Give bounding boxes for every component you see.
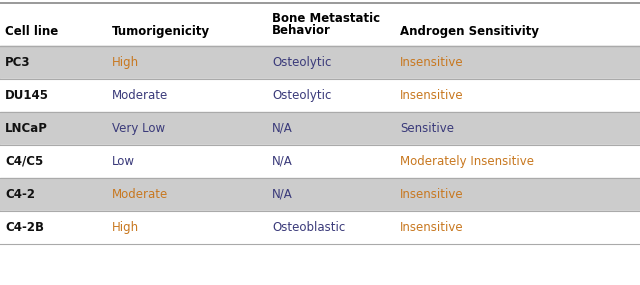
Text: Cell line: Cell line	[5, 25, 58, 38]
Text: Tumorigenicity: Tumorigenicity	[112, 25, 210, 38]
Text: DU145: DU145	[5, 89, 49, 102]
Bar	[0, 112, 640, 145]
Text: Moderate: Moderate	[112, 89, 168, 102]
Text: High: High	[112, 56, 139, 69]
Text: Osteolytic: Osteolytic	[272, 56, 332, 69]
Bar	[0, 79, 640, 112]
Text: Insensitive: Insensitive	[400, 221, 463, 234]
Bar	[0, 3, 640, 46]
Text: LNCaP: LNCaP	[5, 122, 48, 135]
Text: Moderate: Moderate	[112, 188, 168, 201]
Text: Insensitive: Insensitive	[400, 89, 463, 102]
Text: Very Low: Very Low	[112, 122, 165, 135]
Text: Sensitive: Sensitive	[400, 122, 454, 135]
Text: Androgen Sensitivity: Androgen Sensitivity	[400, 25, 539, 38]
Text: N/A: N/A	[272, 188, 292, 201]
Text: Osteoblastic: Osteoblastic	[272, 221, 345, 234]
Bar	[0, 178, 640, 211]
Text: PC3: PC3	[5, 56, 31, 69]
Text: High: High	[112, 221, 139, 234]
Text: N/A: N/A	[272, 122, 292, 135]
Text: C4/C5: C4/C5	[5, 155, 44, 168]
Text: Insensitive: Insensitive	[400, 188, 463, 201]
Text: C4-2: C4-2	[5, 188, 35, 201]
Text: Behavior: Behavior	[272, 24, 331, 37]
Text: Bone Metastatic: Bone Metastatic	[272, 12, 380, 25]
Text: N/A: N/A	[272, 155, 292, 168]
Text: Osteolytic: Osteolytic	[272, 89, 332, 102]
Text: Low: Low	[112, 155, 135, 168]
Text: Moderately Insensitive: Moderately Insensitive	[400, 155, 534, 168]
Text: C4-2B: C4-2B	[5, 221, 44, 234]
Bar	[0, 145, 640, 178]
Text: Insensitive: Insensitive	[400, 56, 463, 69]
Bar	[0, 211, 640, 244]
Bar	[0, 46, 640, 79]
